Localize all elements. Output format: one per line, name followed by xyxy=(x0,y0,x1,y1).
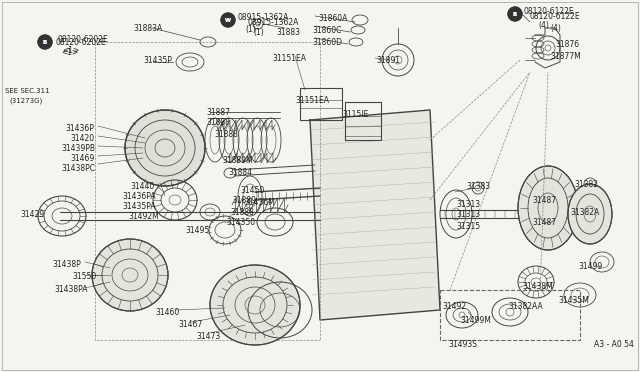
Circle shape xyxy=(508,7,522,21)
Text: 08120-6202E: 08120-6202E xyxy=(57,35,108,44)
Text: 31860D: 31860D xyxy=(312,38,342,47)
Text: 31439PB: 31439PB xyxy=(61,144,95,153)
Text: 31315: 31315 xyxy=(456,222,480,231)
Circle shape xyxy=(221,13,235,27)
Text: 31888: 31888 xyxy=(206,118,230,127)
Text: 31436M: 31436M xyxy=(244,198,275,207)
Text: <1>: <1> xyxy=(61,48,78,57)
Text: 31313: 31313 xyxy=(456,200,480,209)
Text: 31487: 31487 xyxy=(532,196,556,205)
Text: 31436P: 31436P xyxy=(65,124,94,133)
Ellipse shape xyxy=(92,239,168,311)
Text: 31151EA: 31151EA xyxy=(272,54,306,63)
Text: 08120-6122E: 08120-6122E xyxy=(524,7,575,16)
Text: 31460: 31460 xyxy=(155,308,179,317)
Text: 31438P: 31438P xyxy=(52,260,81,269)
Text: 31889M: 31889M xyxy=(222,156,253,165)
Bar xyxy=(440,290,580,340)
Text: 31438M: 31438M xyxy=(522,282,553,291)
Text: 31876: 31876 xyxy=(555,40,579,49)
Text: 31382AA: 31382AA xyxy=(508,302,543,311)
Text: A3 - A0 54: A3 - A0 54 xyxy=(594,340,634,349)
Text: 31499M: 31499M xyxy=(460,316,491,325)
Text: 31495: 31495 xyxy=(185,226,209,235)
Text: (1): (1) xyxy=(245,25,256,34)
Circle shape xyxy=(221,13,235,27)
Text: 31151EA: 31151EA xyxy=(295,96,329,105)
Text: SEE SEC.311: SEE SEC.311 xyxy=(5,88,50,94)
Text: 08915-1362A: 08915-1362A xyxy=(247,18,298,27)
Text: W: W xyxy=(225,17,231,22)
Text: 31438PC: 31438PC xyxy=(61,164,95,173)
Text: 31436PA: 31436PA xyxy=(122,192,156,201)
Text: 31383: 31383 xyxy=(466,182,490,191)
Text: B: B xyxy=(513,12,517,16)
Text: B: B xyxy=(43,39,47,45)
Text: 08120-6122E: 08120-6122E xyxy=(530,12,580,21)
Text: <1>: <1> xyxy=(62,46,79,55)
Text: 31891: 31891 xyxy=(376,56,400,65)
Text: (31273G): (31273G) xyxy=(9,98,42,105)
Text: 31440: 31440 xyxy=(130,182,154,191)
Text: (1): (1) xyxy=(253,28,264,37)
Text: 31883: 31883 xyxy=(276,28,300,37)
Ellipse shape xyxy=(568,184,612,244)
Ellipse shape xyxy=(210,265,300,345)
Text: 31313: 31313 xyxy=(456,210,480,219)
Text: 31473: 31473 xyxy=(196,332,220,341)
Circle shape xyxy=(38,35,52,49)
Polygon shape xyxy=(310,110,440,320)
Text: 31467: 31467 xyxy=(178,320,202,329)
Text: 31883A: 31883A xyxy=(133,24,163,33)
Ellipse shape xyxy=(125,110,205,186)
Text: 31492M: 31492M xyxy=(128,212,159,221)
Text: 31887: 31887 xyxy=(206,108,230,117)
Bar xyxy=(345,102,381,140)
Text: 31877M: 31877M xyxy=(550,52,580,61)
Text: 31860A: 31860A xyxy=(318,14,348,23)
Text: 31493S: 31493S xyxy=(448,340,477,349)
Text: 31860C: 31860C xyxy=(312,26,341,35)
Text: 31888: 31888 xyxy=(214,130,238,139)
Text: 31435P: 31435P xyxy=(143,56,172,65)
Text: 31487: 31487 xyxy=(532,218,556,227)
Text: 31492: 31492 xyxy=(442,302,466,311)
Circle shape xyxy=(508,7,522,21)
Text: 31420: 31420 xyxy=(70,134,94,143)
Text: B: B xyxy=(43,39,47,45)
Text: 31382A: 31382A xyxy=(570,208,599,217)
Text: 31499: 31499 xyxy=(578,262,602,271)
Text: 31429: 31429 xyxy=(20,210,44,219)
Text: 31435M: 31435M xyxy=(558,296,589,305)
Text: 31382: 31382 xyxy=(574,180,598,189)
Text: 3115IE: 3115IE xyxy=(342,110,368,119)
Circle shape xyxy=(38,35,52,49)
Text: 31438PA: 31438PA xyxy=(54,285,88,294)
Text: B: B xyxy=(513,12,517,16)
Text: 08915-1362A: 08915-1362A xyxy=(237,13,289,22)
Text: 08120-6202E: 08120-6202E xyxy=(56,38,107,47)
Bar xyxy=(300,88,342,120)
Text: W: W xyxy=(225,17,231,22)
Text: 314350: 314350 xyxy=(226,218,255,227)
Text: 31435PA: 31435PA xyxy=(122,202,156,211)
Text: 31450: 31450 xyxy=(240,186,264,195)
Ellipse shape xyxy=(518,166,578,250)
Text: 31888: 31888 xyxy=(230,208,254,217)
Text: 31469: 31469 xyxy=(70,154,94,163)
Text: 31884: 31884 xyxy=(228,168,252,177)
Text: 31550: 31550 xyxy=(72,272,96,281)
Text: (4): (4) xyxy=(538,21,549,30)
Text: 31889: 31889 xyxy=(232,196,256,205)
Text: (4): (4) xyxy=(550,24,561,33)
